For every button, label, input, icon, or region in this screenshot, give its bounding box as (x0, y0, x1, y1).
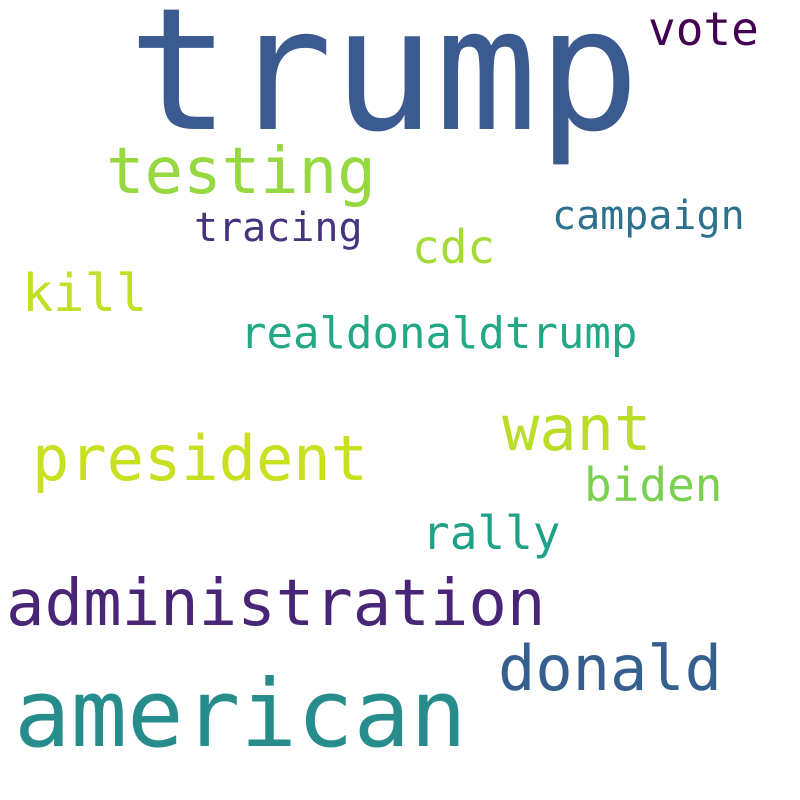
word-campaign: campaign (552, 193, 745, 239)
word-trump: trump (128, 0, 640, 170)
word-kill: kill (22, 264, 148, 324)
word-donald: donald (498, 632, 722, 705)
word-tracing: tracing (194, 205, 363, 251)
word-rally: rally (422, 506, 561, 560)
word-president: president (32, 422, 368, 495)
word-realdonaldtrump: realdonaldtrump (240, 308, 638, 359)
word-want: want (502, 392, 652, 465)
word-administration: administration (6, 567, 546, 641)
word-vote: vote (648, 2, 759, 56)
word-american: american (14, 660, 467, 769)
word-cdc: cdc (412, 220, 496, 274)
word-testing: testing (106, 135, 376, 209)
word-biden: biden (584, 458, 723, 512)
